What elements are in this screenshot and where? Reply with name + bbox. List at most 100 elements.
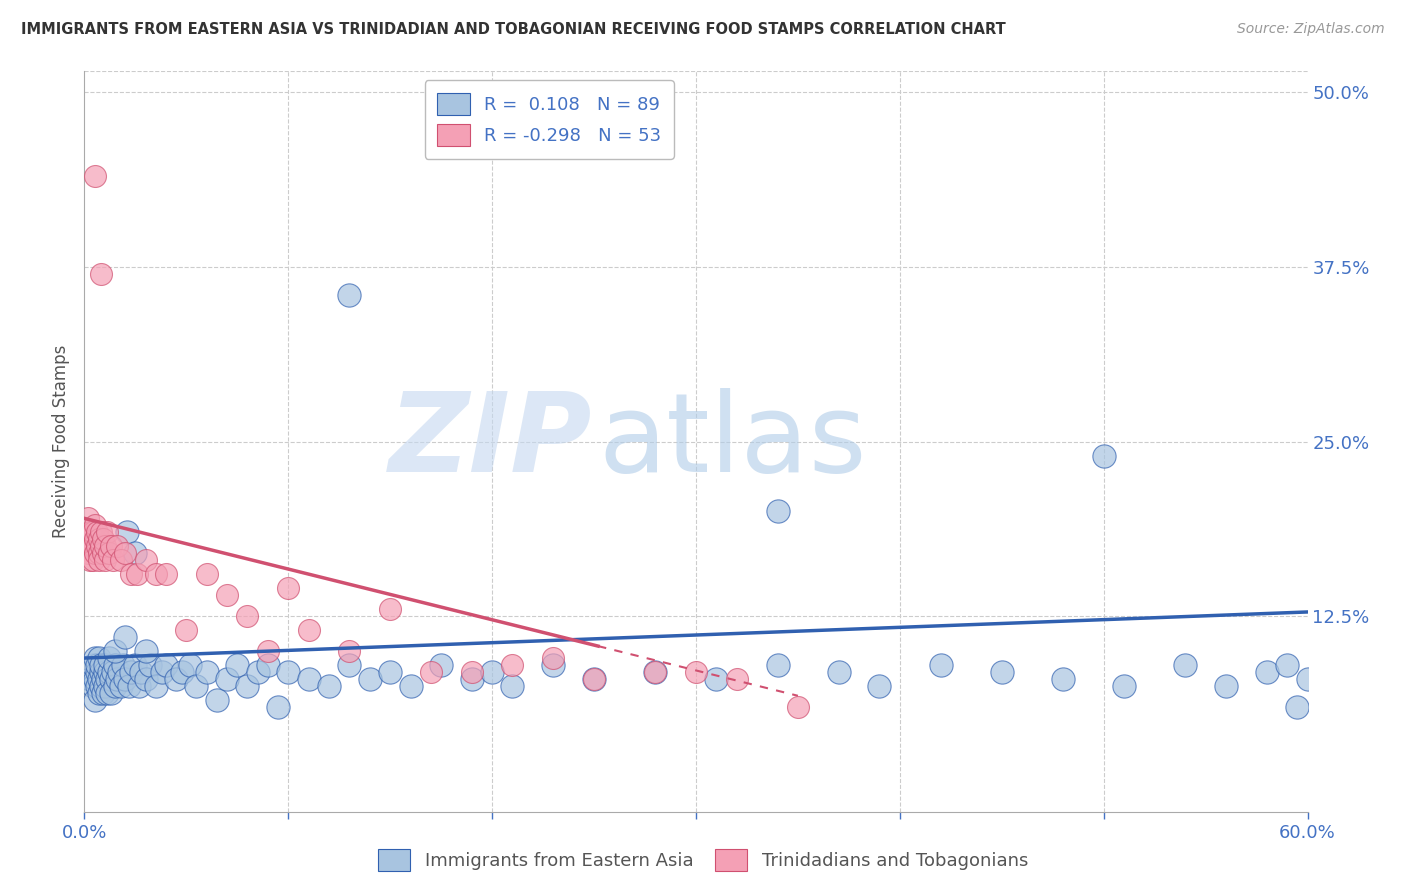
Point <box>1286 700 1309 714</box>
Point <box>90 658 112 673</box>
Point <box>93 539 115 553</box>
Point <box>195 665 218 679</box>
Point <box>86 658 108 673</box>
Point <box>644 665 666 679</box>
Point <box>257 644 280 658</box>
Point <box>90 665 112 679</box>
Point <box>1215 679 1237 693</box>
Point <box>104 658 127 673</box>
Point <box>502 658 524 673</box>
Point <box>97 546 120 560</box>
Point <box>1092 449 1115 463</box>
Point <box>359 672 381 686</box>
Point <box>155 658 177 673</box>
Point <box>105 539 128 553</box>
Point <box>277 581 299 595</box>
Point <box>128 679 150 693</box>
Point <box>90 267 112 281</box>
Point <box>91 686 114 700</box>
Point <box>79 553 101 567</box>
Point <box>135 553 157 567</box>
Point <box>83 651 105 665</box>
Point <box>83 546 105 560</box>
Point <box>644 665 666 679</box>
Point <box>115 525 138 540</box>
Point <box>226 658 249 673</box>
Point <box>97 651 120 665</box>
Point <box>706 672 728 686</box>
Point <box>174 623 197 637</box>
Point <box>83 693 105 707</box>
Point <box>87 686 110 700</box>
Point <box>87 672 110 686</box>
Point <box>96 672 118 686</box>
Point <box>869 679 891 693</box>
Legend: R =  0.108   N = 89, R = -0.298   N = 53: R = 0.108 N = 89, R = -0.298 N = 53 <box>425 80 673 159</box>
Point <box>100 686 122 700</box>
Point <box>929 658 952 673</box>
Point <box>257 658 280 673</box>
Point <box>110 679 132 693</box>
Point <box>246 665 269 679</box>
Point <box>101 665 124 679</box>
Point <box>90 525 112 540</box>
Point <box>145 567 167 582</box>
Point <box>236 679 259 693</box>
Point <box>380 665 402 679</box>
Point <box>179 658 201 673</box>
Point <box>91 672 114 686</box>
Point <box>114 672 136 686</box>
Point <box>131 665 153 679</box>
Point <box>1052 672 1074 686</box>
Point <box>165 672 187 686</box>
Text: ZIP: ZIP <box>388 388 592 495</box>
Point <box>104 644 127 658</box>
Point <box>583 672 606 686</box>
Point <box>420 665 443 679</box>
Point <box>318 679 340 693</box>
Point <box>101 553 124 567</box>
Point <box>150 665 173 679</box>
Point <box>108 665 131 679</box>
Point <box>91 533 114 547</box>
Point <box>100 539 122 553</box>
Point <box>105 672 128 686</box>
Point <box>79 539 101 553</box>
Point <box>87 533 110 547</box>
Point <box>120 665 142 679</box>
Point <box>461 665 484 679</box>
Point <box>766 658 789 673</box>
Point <box>725 672 748 686</box>
Point <box>1174 658 1197 673</box>
Point <box>1296 672 1319 686</box>
Y-axis label: Receiving Food Stamps: Receiving Food Stamps <box>52 345 70 538</box>
Point <box>430 658 453 673</box>
Point <box>91 546 114 560</box>
Point <box>77 546 100 560</box>
Point <box>217 588 239 602</box>
Point <box>79 525 101 540</box>
Point <box>83 518 105 533</box>
Point <box>205 693 228 707</box>
Point <box>583 672 606 686</box>
Point <box>339 658 361 673</box>
Point <box>97 665 120 679</box>
Point <box>93 679 115 693</box>
Point <box>186 679 208 693</box>
Point <box>82 679 104 693</box>
Point <box>82 553 104 567</box>
Point <box>172 665 194 679</box>
Point <box>87 546 110 560</box>
Point <box>79 672 101 686</box>
Point <box>298 623 321 637</box>
Point <box>217 672 239 686</box>
Point <box>145 679 167 693</box>
Point <box>399 679 422 693</box>
Point <box>75 533 97 547</box>
Point <box>83 533 105 547</box>
Point <box>155 567 177 582</box>
Point <box>481 665 503 679</box>
Point <box>685 665 707 679</box>
Point <box>828 665 851 679</box>
Text: Source: ZipAtlas.com: Source: ZipAtlas.com <box>1237 22 1385 37</box>
